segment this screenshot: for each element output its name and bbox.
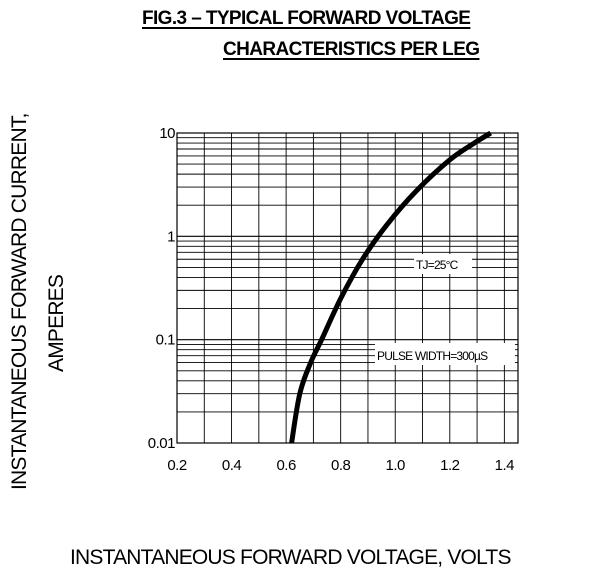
x-axis-label: INSTANTANEOUS FORWARD VOLTAGE, VOLTS <box>70 546 511 569</box>
x-tick-label: 1.0 <box>386 457 406 474</box>
chart-plot: 0.2 0.4 0.6 0.8 1.0 1.2 1.4 10 1 0.1 0.01 TJ=25°C … <box>148 125 519 474</box>
x-tick-label: 0.4 <box>222 457 242 474</box>
annotation-tj: TJ=25°C <box>416 258 459 272</box>
x-tick-label: 0.2 <box>167 457 187 474</box>
annotation-pulse-width-background <box>375 343 515 365</box>
annotation-pulse-width: PULSE WIDTH=300µS <box>377 349 488 363</box>
y-tick-label: 10 <box>159 125 175 142</box>
y-tick-label: 0.01 <box>148 435 175 452</box>
tick-labels: 0.2 0.4 0.6 0.8 1.0 1.2 1.4 10 1 0.1 0.01 <box>148 125 515 474</box>
x-tick-label: 0.6 <box>276 457 296 474</box>
x-tick-label: 1.4 <box>495 457 515 474</box>
x-tick-label: 1.2 <box>440 457 460 474</box>
y-tick-label: 0.1 <box>156 332 176 349</box>
plot-frame <box>176 132 519 444</box>
annotations: TJ=25°C PULSE WIDTH=300µS <box>375 254 515 365</box>
annotation-tj-background <box>414 254 472 274</box>
forward-voltage-curve <box>289 130 493 444</box>
chart-title-line-1: FIG.3 – TYPICAL FORWARD VOLTAGE <box>142 8 471 29</box>
chart-title-line-2: CHARACTERISTICS PER LEG <box>223 39 480 60</box>
x-tick-label: 0.8 <box>331 457 351 474</box>
grid <box>177 133 518 443</box>
y-tick-label: 1 <box>167 228 175 245</box>
